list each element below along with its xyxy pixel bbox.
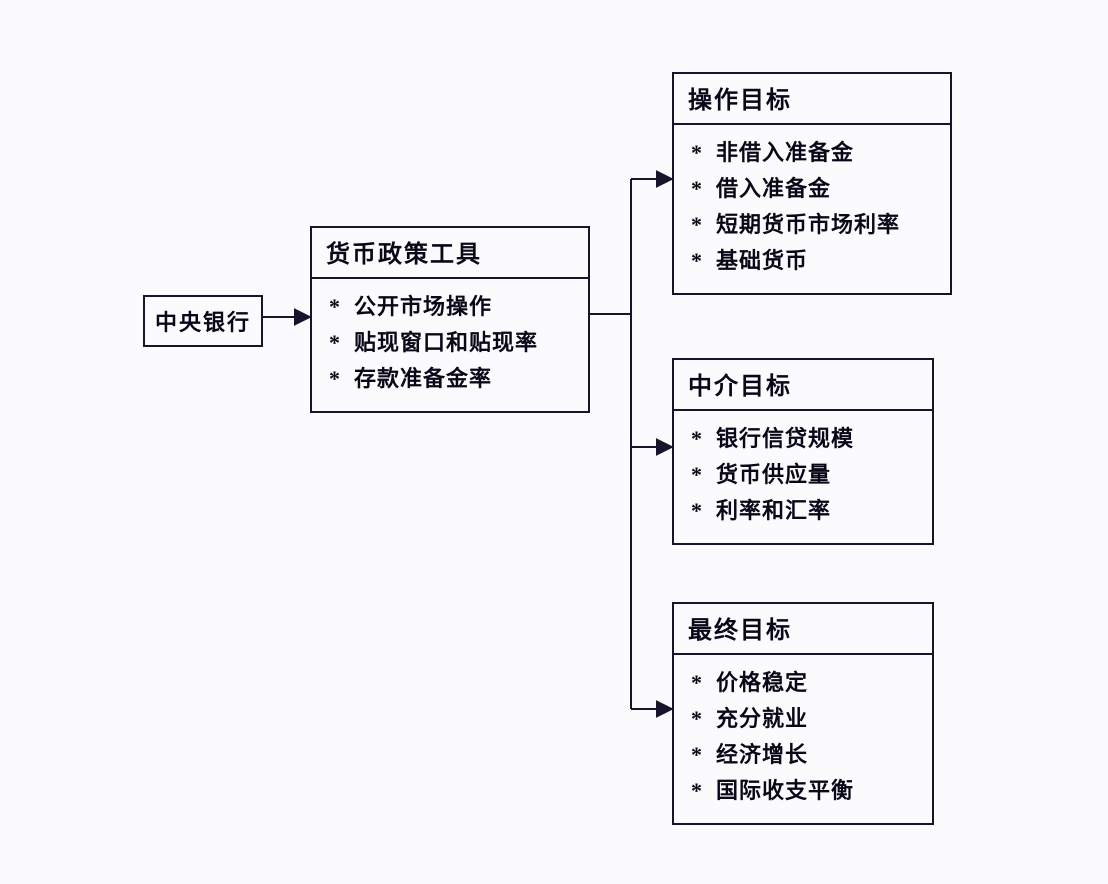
list-item-label: 价格稳定 xyxy=(716,670,808,695)
bullet-icon: * xyxy=(688,207,706,243)
node-intermediate-target: 中介目标 * 银行信贷规模 * 货币供应量 * 利率和汇率 xyxy=(672,358,934,545)
node-monetary-policy-tools: 货币政策工具 * 公开市场操作 * 贴现窗口和贴现率 * 存款准备金率 xyxy=(310,226,590,413)
list-item-label: 借入准备金 xyxy=(716,176,831,201)
list-item-label: 公开市场操作 xyxy=(354,294,492,319)
list-item-label: 利率和汇率 xyxy=(716,498,831,523)
list-item: * 充分就业 xyxy=(688,701,918,737)
bullet-icon: * xyxy=(688,665,706,701)
bullet-icon: * xyxy=(688,773,706,809)
node-tools-body: * 公开市场操作 * 贴现窗口和贴现率 * 存款准备金率 xyxy=(312,279,588,411)
node-operational-target: 操作目标 * 非借入准备金 * 借入准备金 * 短期货币市场利率 * 基础货币 xyxy=(672,72,952,295)
list-item: * 货币供应量 xyxy=(688,457,918,493)
list-item-label: 短期货币市场利率 xyxy=(716,212,900,237)
list-item: * 公开市场操作 xyxy=(326,289,574,325)
list-item: * 借入准备金 xyxy=(688,171,936,207)
bullet-icon: * xyxy=(688,737,706,773)
list-item: * 价格稳定 xyxy=(688,665,918,701)
bullet-icon: * xyxy=(688,701,706,737)
node-central-bank: 中央银行 xyxy=(143,295,263,347)
bullet-icon: * xyxy=(326,325,344,361)
list-item: * 贴现窗口和贴现率 xyxy=(326,325,574,361)
list-item-label: 充分就业 xyxy=(716,706,808,731)
list-item-label: 国际收支平衡 xyxy=(716,778,854,803)
list-item: * 短期货币市场利率 xyxy=(688,207,936,243)
list-item-label: 基础货币 xyxy=(716,248,808,273)
list-item-label: 贴现窗口和贴现率 xyxy=(354,330,538,355)
diagram-canvas: 中央银行 货币政策工具 * 公开市场操作 * 贴现窗口和贴现率 * 存款准备金率 操作目标… xyxy=(0,0,1108,884)
node-int-target-body: * 银行信贷规模 * 货币供应量 * 利率和汇率 xyxy=(674,411,932,543)
list-item: * 国际收支平衡 xyxy=(688,773,918,809)
bullet-icon: * xyxy=(688,493,706,529)
node-tools-title: 货币政策工具 xyxy=(312,228,588,277)
node-op-target-body: * 非借入准备金 * 借入准备金 * 短期货币市场利率 * 基础货币 xyxy=(674,125,950,293)
list-item: * 基础货币 xyxy=(688,243,936,279)
list-item-label: 经济增长 xyxy=(716,742,808,767)
list-item: * 经济增长 xyxy=(688,737,918,773)
list-item-label: 非借入准备金 xyxy=(716,140,854,165)
bullet-icon: * xyxy=(688,457,706,493)
node-int-target-title: 中介目标 xyxy=(674,360,932,409)
list-item: * 非借入准备金 xyxy=(688,135,936,171)
bullet-icon: * xyxy=(688,243,706,279)
bullet-icon: * xyxy=(326,361,344,397)
node-final-target-body: * 价格稳定 * 充分就业 * 经济增长 * 国际收支平衡 xyxy=(674,655,932,823)
list-item: * 存款准备金率 xyxy=(326,361,574,397)
bullet-icon: * xyxy=(688,135,706,171)
list-item-label: 银行信贷规模 xyxy=(716,426,854,451)
list-item: * 利率和汇率 xyxy=(688,493,918,529)
list-item-label: 货币供应量 xyxy=(716,462,831,487)
bullet-icon: * xyxy=(688,171,706,207)
node-final-target: 最终目标 * 价格稳定 * 充分就业 * 经济增长 * 国际收支平衡 xyxy=(672,602,934,825)
node-central-bank-label: 中央银行 xyxy=(155,310,251,335)
bullet-icon: * xyxy=(688,421,706,457)
list-item-label: 存款准备金率 xyxy=(354,366,492,391)
node-final-target-title: 最终目标 xyxy=(674,604,932,653)
node-op-target-title: 操作目标 xyxy=(674,74,950,123)
list-item: * 银行信贷规模 xyxy=(688,421,918,457)
bullet-icon: * xyxy=(326,289,344,325)
